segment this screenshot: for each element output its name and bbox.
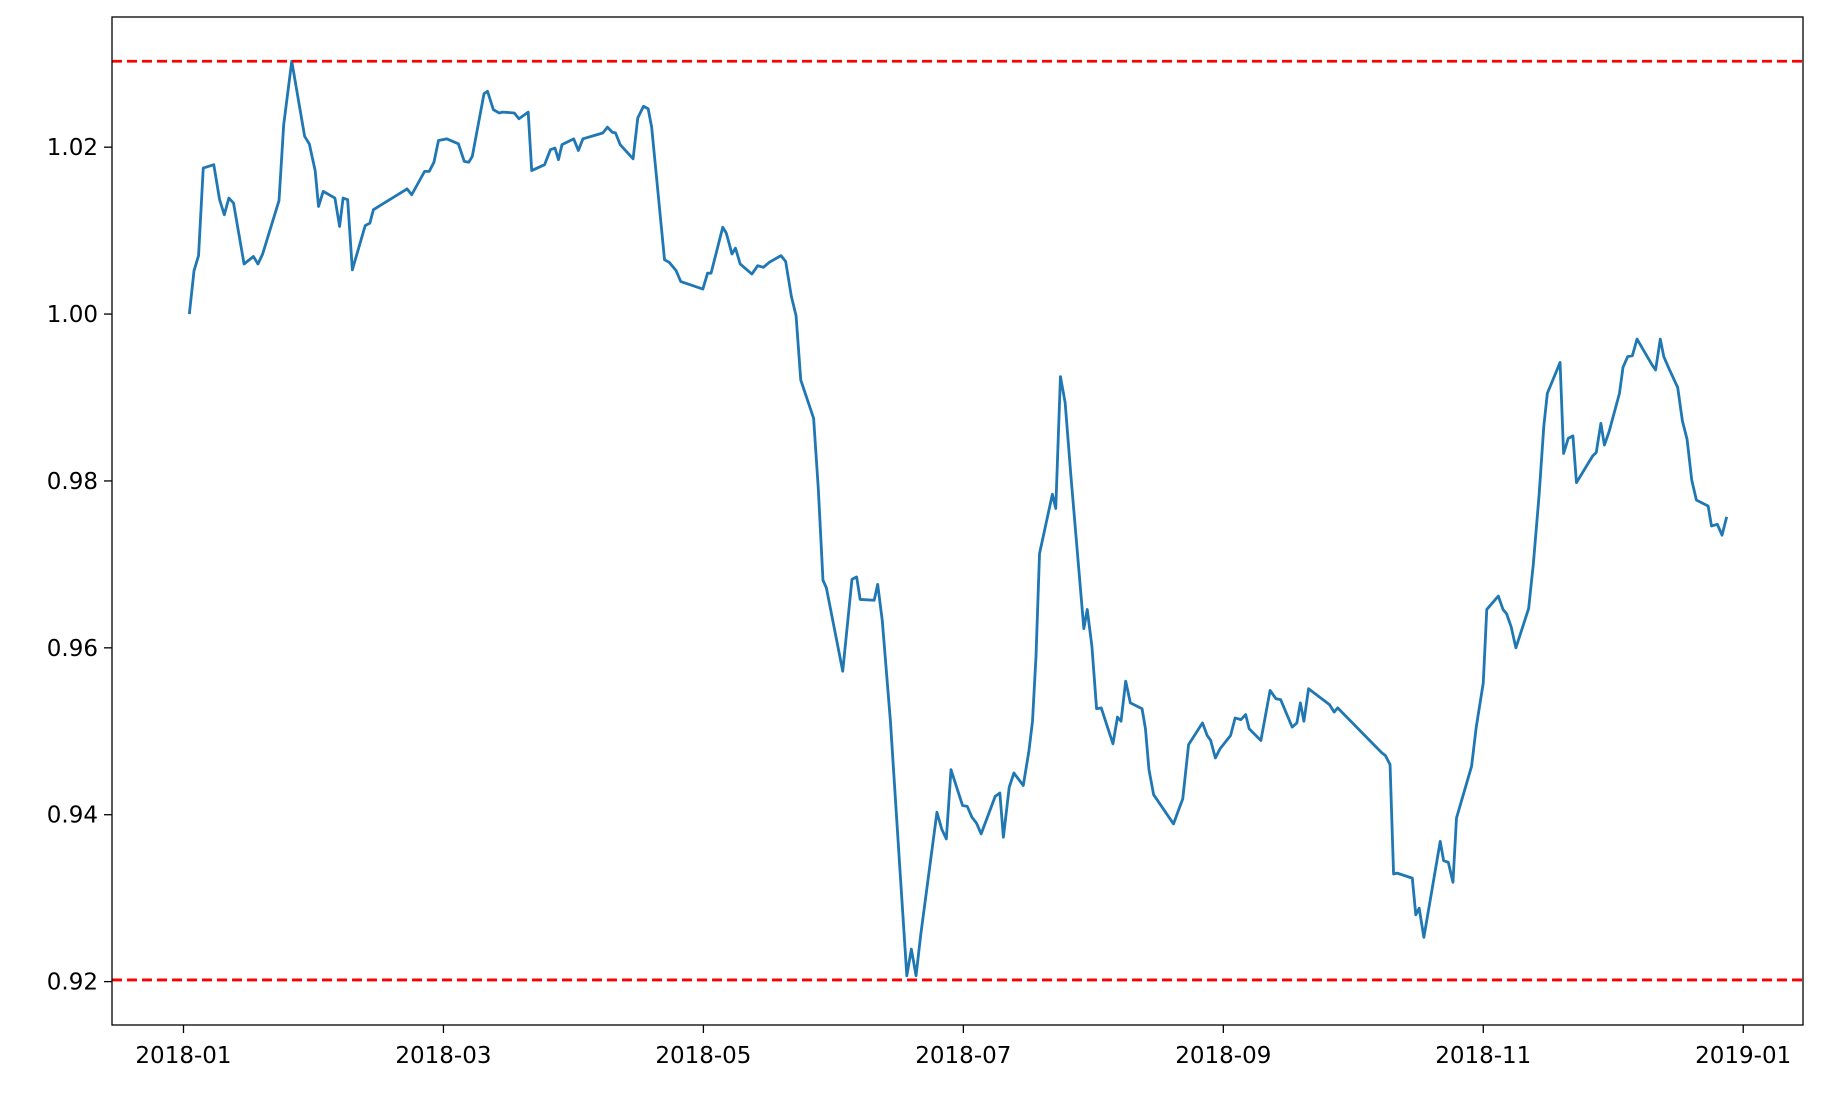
- y-tick-label: 0.92: [47, 970, 98, 996]
- x-tick-label: 2019-01: [1695, 1043, 1791, 1069]
- x-tick-label: 2018-07: [915, 1043, 1011, 1069]
- y-tick-label: 1.02: [47, 135, 98, 161]
- x-tick-label: 2018-03: [395, 1043, 491, 1069]
- x-tick-label: 2018-09: [1175, 1043, 1271, 1069]
- y-tick-label: 0.98: [47, 469, 98, 495]
- y-tick-label: 0.96: [47, 636, 98, 662]
- x-tick-label: 2018-05: [655, 1043, 751, 1069]
- x-tick-label: 2018-01: [135, 1043, 231, 1069]
- data-line: [187, 59, 1729, 978]
- plot-frame: [111, 16, 1804, 1026]
- x-tick-label: 2018-11: [1435, 1043, 1531, 1069]
- y-tick-label: 0.94: [47, 803, 98, 829]
- y-tick-label: 1.00: [47, 302, 98, 328]
